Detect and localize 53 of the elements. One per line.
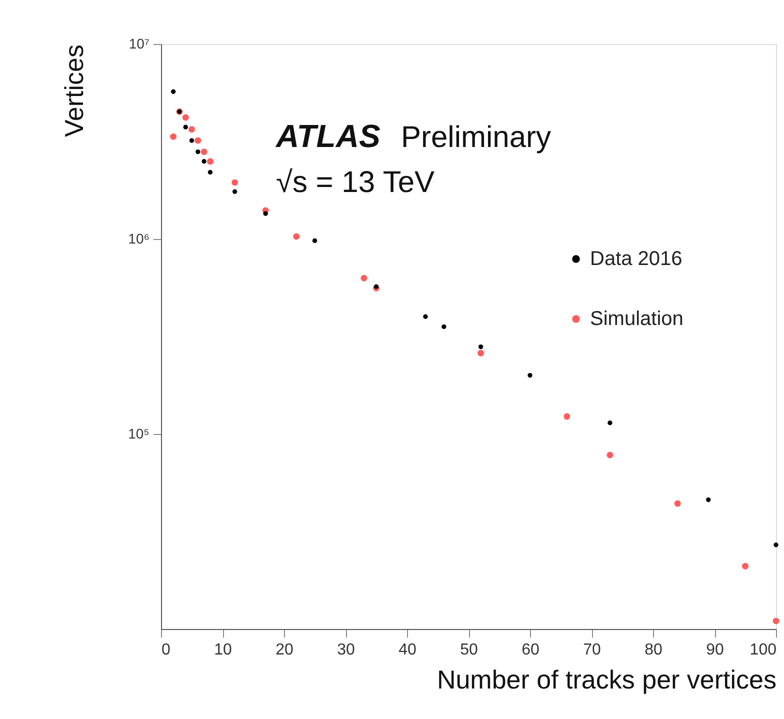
- y-tick-label: 10⁶: [128, 230, 150, 246]
- point: [606, 452, 614, 458]
- point: [374, 284, 379, 289]
- x-tick-label: 20: [276, 642, 294, 658]
- annotation: ATLAS: [275, 118, 381, 154]
- y-axis-title: Vertices: [59, 44, 90, 137]
- x-tick-label: 40: [398, 642, 416, 658]
- point: [196, 149, 200, 154]
- legend-label: Simulation: [590, 308, 684, 330]
- x-tick-label: 100: [750, 642, 777, 658]
- annotation: √s = 13 TeV: [276, 166, 435, 199]
- point: [674, 500, 681, 507]
- x-tick-label: 90: [706, 642, 724, 658]
- point: [706, 497, 711, 502]
- x-tick-label: 60: [522, 642, 540, 658]
- point: [206, 158, 214, 165]
- point: [170, 89, 176, 94]
- y-tick-label: 10⁷: [128, 36, 150, 52]
- point: [182, 114, 189, 121]
- point: [263, 211, 268, 216]
- point: [742, 562, 748, 570]
- point: [189, 138, 194, 143]
- point: [360, 274, 368, 282]
- x-tick-label: 50: [460, 642, 478, 658]
- point: [442, 324, 446, 330]
- point: [208, 170, 213, 175]
- x-tick-label: 0: [162, 642, 170, 658]
- point: [608, 420, 612, 426]
- x-tick-label: 30: [337, 642, 355, 658]
- point: [478, 344, 484, 350]
- point: [194, 137, 202, 144]
- point: [183, 124, 188, 130]
- legend-label: Data 2016: [590, 248, 682, 270]
- x-tick-label: 10: [214, 642, 232, 658]
- point: [293, 233, 300, 240]
- y-tick-label: 10⁵: [128, 426, 150, 442]
- point: [188, 126, 195, 133]
- point: [478, 350, 484, 356]
- point: [232, 189, 238, 194]
- point: [200, 148, 208, 156]
- point: [564, 413, 570, 420]
- point: [170, 133, 177, 140]
- x-tick-label: 70: [583, 642, 601, 658]
- point: [772, 618, 780, 624]
- x-tick-label: 80: [644, 642, 662, 658]
- x-axis-title: Number of tracks per vertices: [436, 664, 776, 694]
- point: [423, 314, 428, 319]
- point: [774, 542, 778, 548]
- point: [312, 238, 318, 244]
- point: [232, 179, 238, 186]
- point: [528, 372, 532, 378]
- annotation: Preliminary: [401, 121, 552, 154]
- point: [202, 159, 206, 164]
